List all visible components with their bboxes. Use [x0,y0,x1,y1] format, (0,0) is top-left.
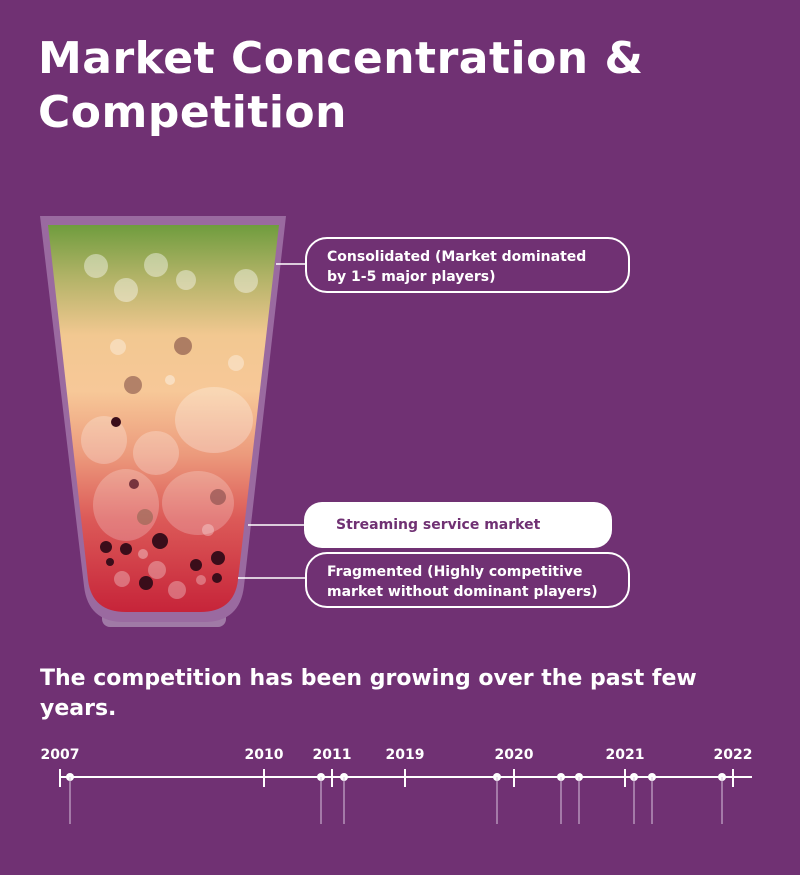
year-label-2011: 2011 [312,747,352,763]
year-label-2020: 2020 [494,747,534,763]
bubble [100,541,112,553]
title-line-1: Market Concentration & [38,33,644,84]
bubble [114,278,138,302]
glass-liquid [48,225,279,612]
bubble [152,533,168,549]
bubble [84,254,108,278]
year-label-2021: 2021 [605,747,645,763]
callout-consolidated-line-1: Consolidated (Market dominated [327,249,587,265]
title-line-2: Competition [38,87,347,138]
bubble [81,416,127,464]
year-label-2007: 2007 [40,747,80,763]
bubbles [81,253,258,599]
year-label-2019: 2019 [385,747,425,763]
year-label-2010: 2010 [244,747,284,763]
bubble [110,339,126,355]
event-marker [493,773,501,824]
glass-illustration [40,216,305,627]
callout-consolidated-line-2: by 1-5 major players) [327,269,496,285]
bubble [190,559,202,571]
bubble [148,561,166,579]
bubble [139,576,153,590]
callout-fragmented: Fragmented (Highly competitive market wi… [305,552,630,608]
bubble [162,471,234,535]
callout-consolidated: Consolidated (Market dominated by 1-5 ma… [305,237,630,293]
year-label-2022: 2022 [713,747,753,763]
event-marker [718,773,726,824]
event-marker [557,773,565,824]
bubble [202,524,214,536]
callout-fragmented-line-2: market without dominant players) [327,584,598,600]
bubble [124,376,142,394]
bubble [144,253,168,277]
bubble [212,573,222,583]
bubble [111,417,121,427]
bubble [120,543,132,555]
bubble [138,549,148,559]
bubble [133,431,179,475]
bubble [114,571,130,587]
bubble [137,509,153,525]
page-title: Market Concentration & Competition [38,32,758,140]
event-marker [630,773,638,824]
bubble [165,375,175,385]
bubble [168,581,186,599]
event-marker [66,773,74,824]
subtitle: The competition has been growing over th… [40,666,697,721]
bubble [174,337,192,355]
bubble [211,551,225,565]
bubble [228,355,244,371]
event-marker [575,773,583,824]
event-marker [340,773,348,824]
callout-streaming-market: Streaming service market [304,502,612,548]
callout-fragmented-line-1: Fragmented (Highly competitive [327,564,583,580]
event-marker [648,773,656,824]
bubble [129,479,139,489]
bubble [175,387,253,453]
bubble [196,575,206,585]
bubble [210,489,226,505]
bubble [234,269,258,293]
bubble [106,558,114,566]
bubble [176,270,196,290]
event-marker [317,773,325,824]
